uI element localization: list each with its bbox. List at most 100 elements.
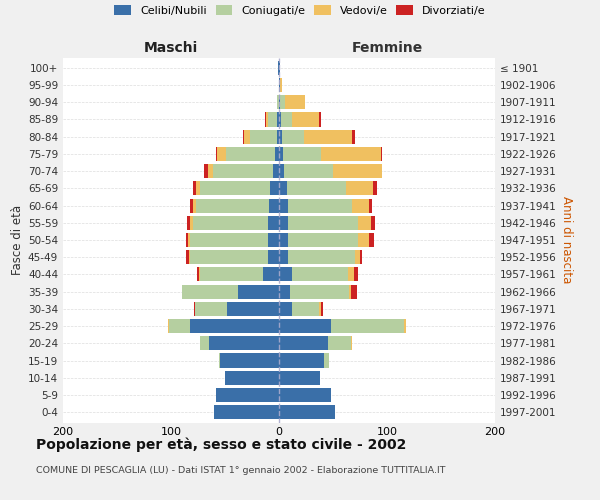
Bar: [368, 198, 372, 212]
Bar: [279, 216, 287, 230]
Bar: [279, 302, 292, 316]
Bar: [200, 336, 209, 350]
Bar: [281, 112, 292, 126]
Bar: [352, 130, 355, 144]
Bar: [194, 302, 195, 316]
Bar: [277, 95, 279, 110]
Bar: [238, 284, 279, 298]
Bar: [279, 405, 335, 419]
Bar: [225, 370, 279, 385]
Bar: [282, 130, 304, 144]
Bar: [368, 233, 374, 247]
Bar: [279, 61, 280, 75]
Bar: [286, 95, 305, 110]
Bar: [280, 95, 286, 110]
Bar: [200, 182, 271, 196]
Bar: [188, 233, 190, 247]
Bar: [214, 405, 279, 419]
Bar: [266, 112, 268, 126]
Bar: [217, 388, 279, 402]
Bar: [287, 233, 358, 247]
Bar: [287, 250, 355, 264]
Bar: [348, 268, 353, 281]
Bar: [279, 370, 320, 385]
Bar: [197, 268, 199, 281]
Bar: [244, 130, 250, 144]
Bar: [195, 302, 227, 316]
Bar: [279, 182, 287, 196]
Bar: [193, 198, 196, 212]
Bar: [263, 268, 279, 281]
Bar: [292, 112, 319, 126]
Bar: [209, 336, 279, 350]
Bar: [182, 284, 238, 298]
Text: COMUNE DI PESCAGLIA (LU) - Dati ISTAT 1° gennaio 2002 - Elaborazione TUTTITALIA.: COMUNE DI PESCAGLIA (LU) - Dati ISTAT 1°…: [36, 466, 445, 475]
Bar: [353, 268, 358, 281]
Bar: [321, 302, 323, 316]
Bar: [279, 336, 328, 350]
Bar: [279, 198, 287, 212]
Text: Femmine: Femmine: [352, 41, 422, 55]
Bar: [292, 302, 319, 316]
Bar: [352, 284, 357, 298]
Bar: [187, 216, 190, 230]
Bar: [250, 130, 277, 144]
Bar: [325, 354, 329, 368]
Bar: [279, 319, 331, 333]
Bar: [196, 198, 269, 212]
Bar: [279, 250, 287, 264]
Bar: [404, 319, 406, 333]
Bar: [208, 164, 213, 178]
Bar: [280, 78, 282, 92]
Y-axis label: Anni di nascita: Anni di nascita: [560, 196, 573, 284]
Bar: [271, 182, 279, 196]
Bar: [284, 164, 333, 178]
Bar: [319, 302, 321, 316]
Bar: [277, 112, 279, 126]
Bar: [268, 216, 279, 230]
Bar: [220, 354, 279, 368]
Bar: [346, 182, 373, 196]
Text: Maschi: Maschi: [144, 41, 198, 55]
Bar: [200, 268, 263, 281]
Bar: [226, 147, 275, 161]
Bar: [380, 147, 382, 161]
Bar: [193, 216, 268, 230]
Bar: [279, 354, 325, 368]
Bar: [196, 182, 200, 196]
Bar: [269, 198, 279, 212]
Bar: [169, 319, 190, 333]
Bar: [268, 250, 279, 264]
Bar: [290, 284, 349, 298]
Bar: [279, 268, 292, 281]
Bar: [268, 233, 279, 247]
Bar: [358, 233, 368, 247]
Bar: [275, 147, 279, 161]
Bar: [321, 147, 380, 161]
Bar: [292, 268, 348, 281]
Y-axis label: Fasce di età: Fasce di età: [11, 205, 24, 275]
Bar: [186, 250, 190, 264]
Bar: [186, 233, 188, 247]
Bar: [190, 198, 193, 212]
Bar: [268, 112, 277, 126]
Bar: [355, 250, 360, 264]
Bar: [358, 216, 371, 230]
Bar: [213, 164, 272, 178]
Bar: [331, 319, 404, 333]
Bar: [279, 112, 281, 126]
Bar: [199, 268, 200, 281]
Bar: [287, 182, 346, 196]
Bar: [265, 112, 266, 126]
Bar: [360, 250, 362, 264]
Bar: [205, 164, 208, 178]
Bar: [328, 336, 352, 350]
Bar: [277, 130, 279, 144]
Bar: [190, 216, 193, 230]
Bar: [371, 216, 375, 230]
Bar: [373, 182, 377, 196]
Bar: [190, 233, 268, 247]
Bar: [278, 61, 279, 75]
Bar: [287, 198, 352, 212]
Bar: [349, 284, 352, 298]
